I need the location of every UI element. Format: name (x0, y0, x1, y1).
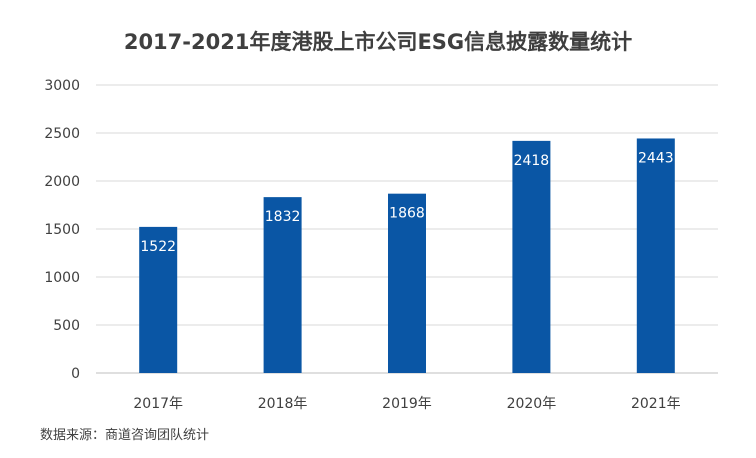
data-labels: 1522 1832 1868 2418 2443 (140, 150, 673, 254)
data-label: 2443 (638, 150, 674, 166)
y-tick-label: 3000 (44, 78, 80, 94)
y-tick-label: 2500 (44, 126, 80, 142)
source-note: 数据来源：商道咨询团队统计 (40, 428, 210, 443)
x-tick-label: 2018年 (258, 396, 308, 412)
bars (139, 138, 675, 373)
x-tick-label: 2017年 (133, 396, 183, 412)
y-tick-label: 1000 (44, 270, 80, 286)
x-tick-label: 2020年 (507, 396, 557, 412)
data-label: 1868 (389, 206, 425, 222)
bar (636, 138, 675, 373)
y-tick-label: 500 (53, 318, 80, 334)
bar (263, 197, 302, 373)
y-axis-ticks: 0 500 1000 1500 2000 2500 3000 (44, 78, 80, 382)
y-tick-label: 1500 (44, 222, 80, 238)
data-label: 1522 (140, 239, 176, 255)
data-label: 1832 (265, 209, 301, 225)
bar (139, 226, 178, 373)
x-tick-label: 2019年 (382, 396, 432, 412)
bar (512, 140, 551, 373)
x-tick-label: 2021年 (631, 396, 681, 412)
x-axis-ticks: 2017年 2018年 2019年 2020年 2021年 (133, 396, 680, 412)
y-tick-label: 0 (71, 366, 80, 382)
data-label: 2418 (514, 153, 550, 169)
y-tick-label: 2000 (44, 174, 80, 190)
bar (388, 193, 426, 373)
chart-title: 2017-2021年度港股上市公司ESG信息披露数量统计 (123, 30, 633, 54)
